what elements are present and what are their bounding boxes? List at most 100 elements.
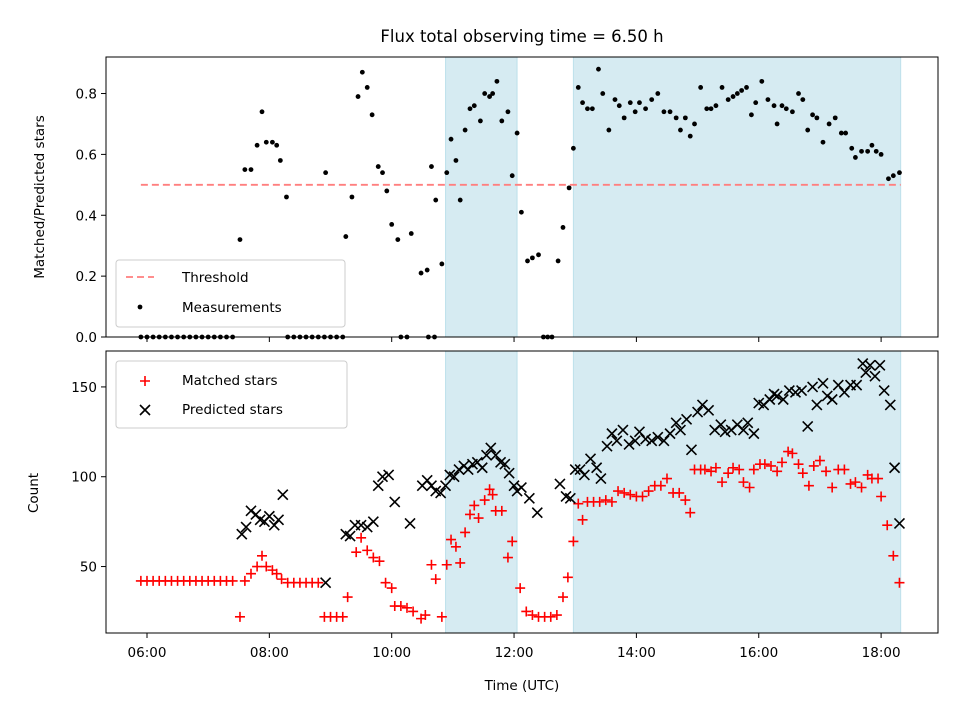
measurement-point [853,155,858,160]
matched-star-point [436,611,447,622]
measurement-point [897,170,902,176]
matched-star-point [545,611,556,622]
top-x-ticks [146,337,882,342]
measurement-point [462,127,468,133]
matched-star-point [568,536,579,547]
measurement-point [632,109,638,115]
y-tick-label: 0.0 [76,330,97,346]
predicted-star-point [439,480,452,492]
predicted-star-point [771,390,783,402]
matched-star-point [351,547,362,558]
matched-star-point [619,487,630,498]
predicted-star-point [826,393,838,406]
predicted-star-point [344,530,356,542]
predicted-star-point [796,384,808,397]
matched-star-point [239,575,250,586]
measurement-point [566,185,572,191]
y-tick-label: 50 [80,560,97,576]
measurement-point [612,97,618,103]
matched-star-point [562,572,573,583]
matched-star-point [420,610,431,621]
matched-star-point [882,520,893,531]
measurement-point [471,103,477,109]
predicted-star-point [578,469,590,481]
matched-star-point [717,477,728,488]
measurement-point [796,91,801,96]
predicted-star-point [629,435,641,447]
matched-star-point [450,541,461,552]
chart-title: Flux total observing time = 6.50 h [380,27,663,46]
matched-star-point [655,480,666,491]
measurement-point [487,94,492,99]
y-tick-label: 0.4 [76,208,97,224]
matched-star-point [777,457,787,468]
predicted-star-point [564,492,576,504]
predicted-star-point [476,462,488,474]
measurement-point [849,145,855,151]
shaded-interval [445,350,518,634]
predicted-star-point [515,481,527,494]
matched-star-point [710,462,721,473]
measurement-point [349,194,355,200]
matched-star-point [783,446,794,457]
measurement-point [649,97,655,103]
legend-measurements-label: Measurements [182,300,282,316]
measurement-point [621,115,627,121]
measurement-point [814,115,820,121]
measurement-point [779,103,785,109]
predicted-star-point [623,438,635,450]
predicted-star-point [860,366,872,379]
measurement-point [478,118,483,124]
y-tick-label: 0.2 [76,269,97,285]
predicted-star-point [584,453,597,465]
x-tick-label: 18:00 [862,645,901,661]
predicted-star-point [664,428,676,440]
measurement-point [433,197,439,203]
matched-star-point [551,610,562,621]
matched-star-point [356,532,367,543]
predicted-star-point [240,521,252,533]
matched-star-point [446,534,457,545]
measurement-point [753,100,759,106]
measurement-point [771,103,777,109]
measurement-point [254,142,260,148]
measurement-point [490,91,496,96]
predicted-star-point [372,480,384,492]
matched-star-point [252,561,263,572]
y-tick-label: 0.6 [76,147,97,163]
shaded-interval [572,56,902,338]
shaded-interval [445,56,518,338]
measurement-point [408,231,414,236]
predicted-star-point [715,419,727,431]
measurement-point [323,170,329,176]
measurement-point [439,261,445,267]
measurement-point [719,85,725,90]
measurement-point [869,142,875,148]
measurement-point [713,103,719,109]
top-shaded-regions [445,56,902,338]
measurement-point [343,234,349,239]
measurement-point [865,148,871,154]
measurement-point [536,252,541,258]
measurement-point [375,164,381,169]
measurement-point [429,164,434,169]
matched-star-point [637,491,648,502]
measurement-point [725,97,731,103]
matched-star-point [643,486,654,497]
matched-star-point [765,460,776,471]
matched-star-point [821,466,832,477]
matched-star-point [744,482,755,493]
matched-star-point [827,482,838,493]
measurement-point [708,106,714,112]
predicted-star-point [601,440,613,452]
measurement-point [838,130,844,136]
measurement-point [627,100,633,106]
top-y-ticks: 0.0 0.2 0.4 0.6 0.8 [76,87,106,346]
measurement-point [810,112,815,118]
matched-star-point [845,478,856,489]
legend-predicted-swatch [139,404,151,416]
x-tick-label: 12:00 [495,645,534,661]
measurement-point [509,173,515,179]
predicted-star-point [245,505,257,517]
